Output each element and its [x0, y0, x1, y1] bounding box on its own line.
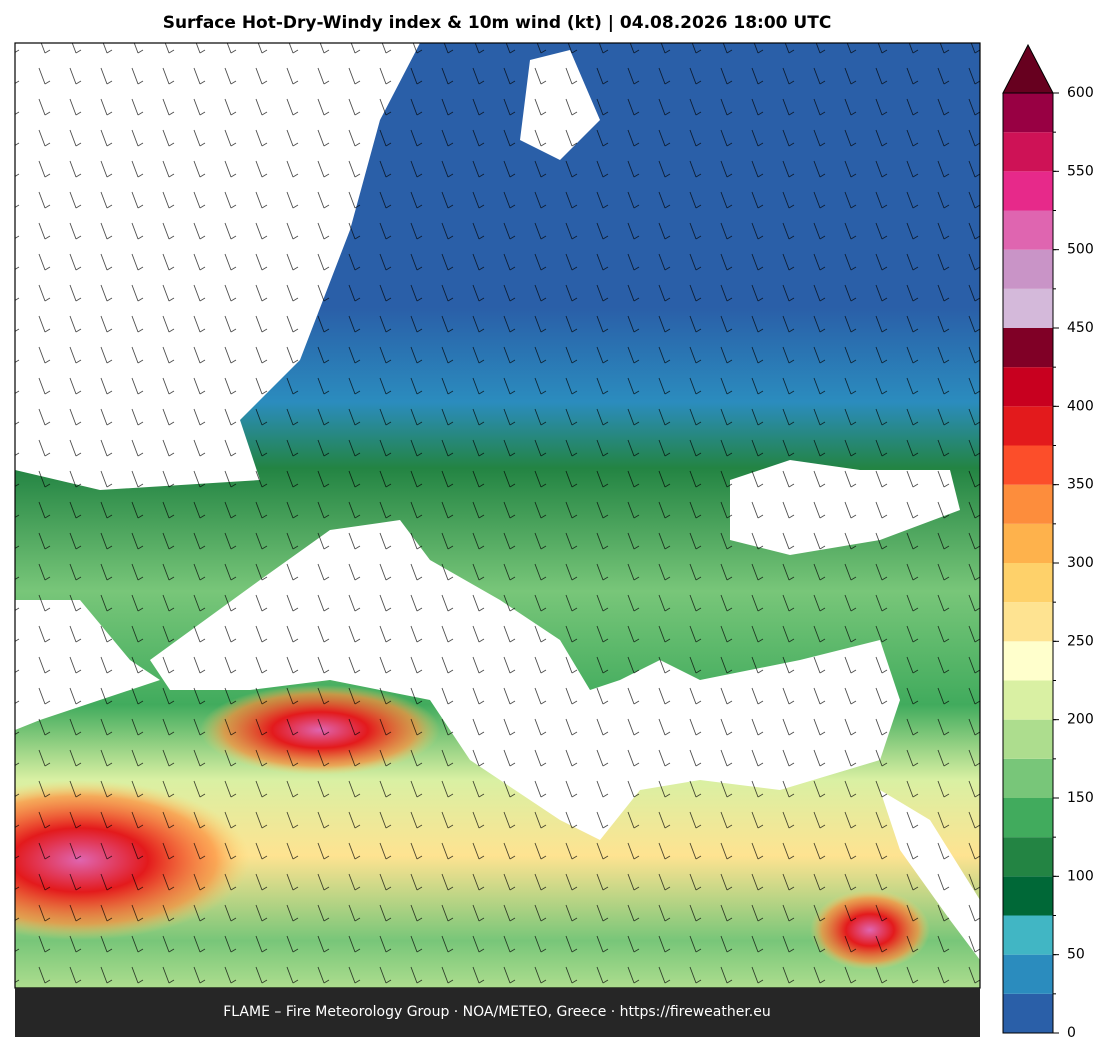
colorbar-bin [1003, 406, 1053, 446]
colorbar-bin [1003, 993, 1053, 1033]
colorbar-bin [1003, 798, 1053, 838]
colorbar-bin [1003, 328, 1053, 368]
colorbar-tick-label: 200 [1067, 712, 1094, 728]
colorbar-bin [1003, 876, 1053, 916]
colorbar: 0 50 100 150 200 250 300 350 400 450 500 550 600 [1002, 43, 1094, 1041]
colorbar-tick-label: 600 [1067, 85, 1094, 101]
colorbar-bin [1003, 954, 1053, 994]
colorbar-bin [1003, 837, 1053, 877]
colorbar-bin [1003, 719, 1053, 759]
colorbar-tick-label: 350 [1067, 477, 1094, 493]
footer-band [15, 988, 980, 1037]
colorbar-bin [1003, 563, 1053, 603]
colorbar-extend [1002, 43, 1054, 94]
colorbar-tick-label: 150 [1067, 790, 1094, 806]
colorbar-tick-label: 0 [1067, 1025, 1076, 1041]
colorbar-tick-label: 50 [1067, 947, 1085, 963]
colorbar-bin [1003, 210, 1053, 250]
colorbar-bin [1003, 132, 1053, 172]
colorbar-bin [1003, 445, 1053, 485]
colorbar-tick-label: 400 [1067, 398, 1094, 414]
colorbar-bin [1003, 249, 1053, 289]
colorbar-tick-label: 450 [1067, 320, 1094, 336]
colorbar-tick-label: 550 [1067, 163, 1094, 179]
colorbar-tick-label: 500 [1067, 242, 1094, 258]
colorbar-bin [1003, 680, 1053, 720]
title: Surface Hot-Dry-Windy index & 10m wind (… [163, 13, 832, 33]
colorbar-tick-label: 300 [1067, 555, 1094, 571]
colorbar-tick-label: 250 [1067, 633, 1094, 649]
colorbar-bin [1003, 602, 1053, 642]
footer: FLAME – Fire Meteorology Group · NOA/MET… [223, 1004, 771, 1020]
colorbar-bin [1003, 641, 1053, 681]
colorbar-bin [1003, 523, 1053, 563]
colorbar-bin [1003, 758, 1053, 798]
colorbar-tick-label: 100 [1067, 868, 1094, 884]
colorbar-bin [1003, 367, 1053, 407]
colorbar-bin [1003, 93, 1053, 133]
wind-barbs [15, 43, 980, 988]
map [15, 43, 980, 988]
colorbar-bin [1003, 915, 1053, 955]
colorbar-bin [1003, 484, 1053, 524]
colorbar-bin [1003, 171, 1053, 211]
colorbar-bin [1003, 288, 1053, 328]
